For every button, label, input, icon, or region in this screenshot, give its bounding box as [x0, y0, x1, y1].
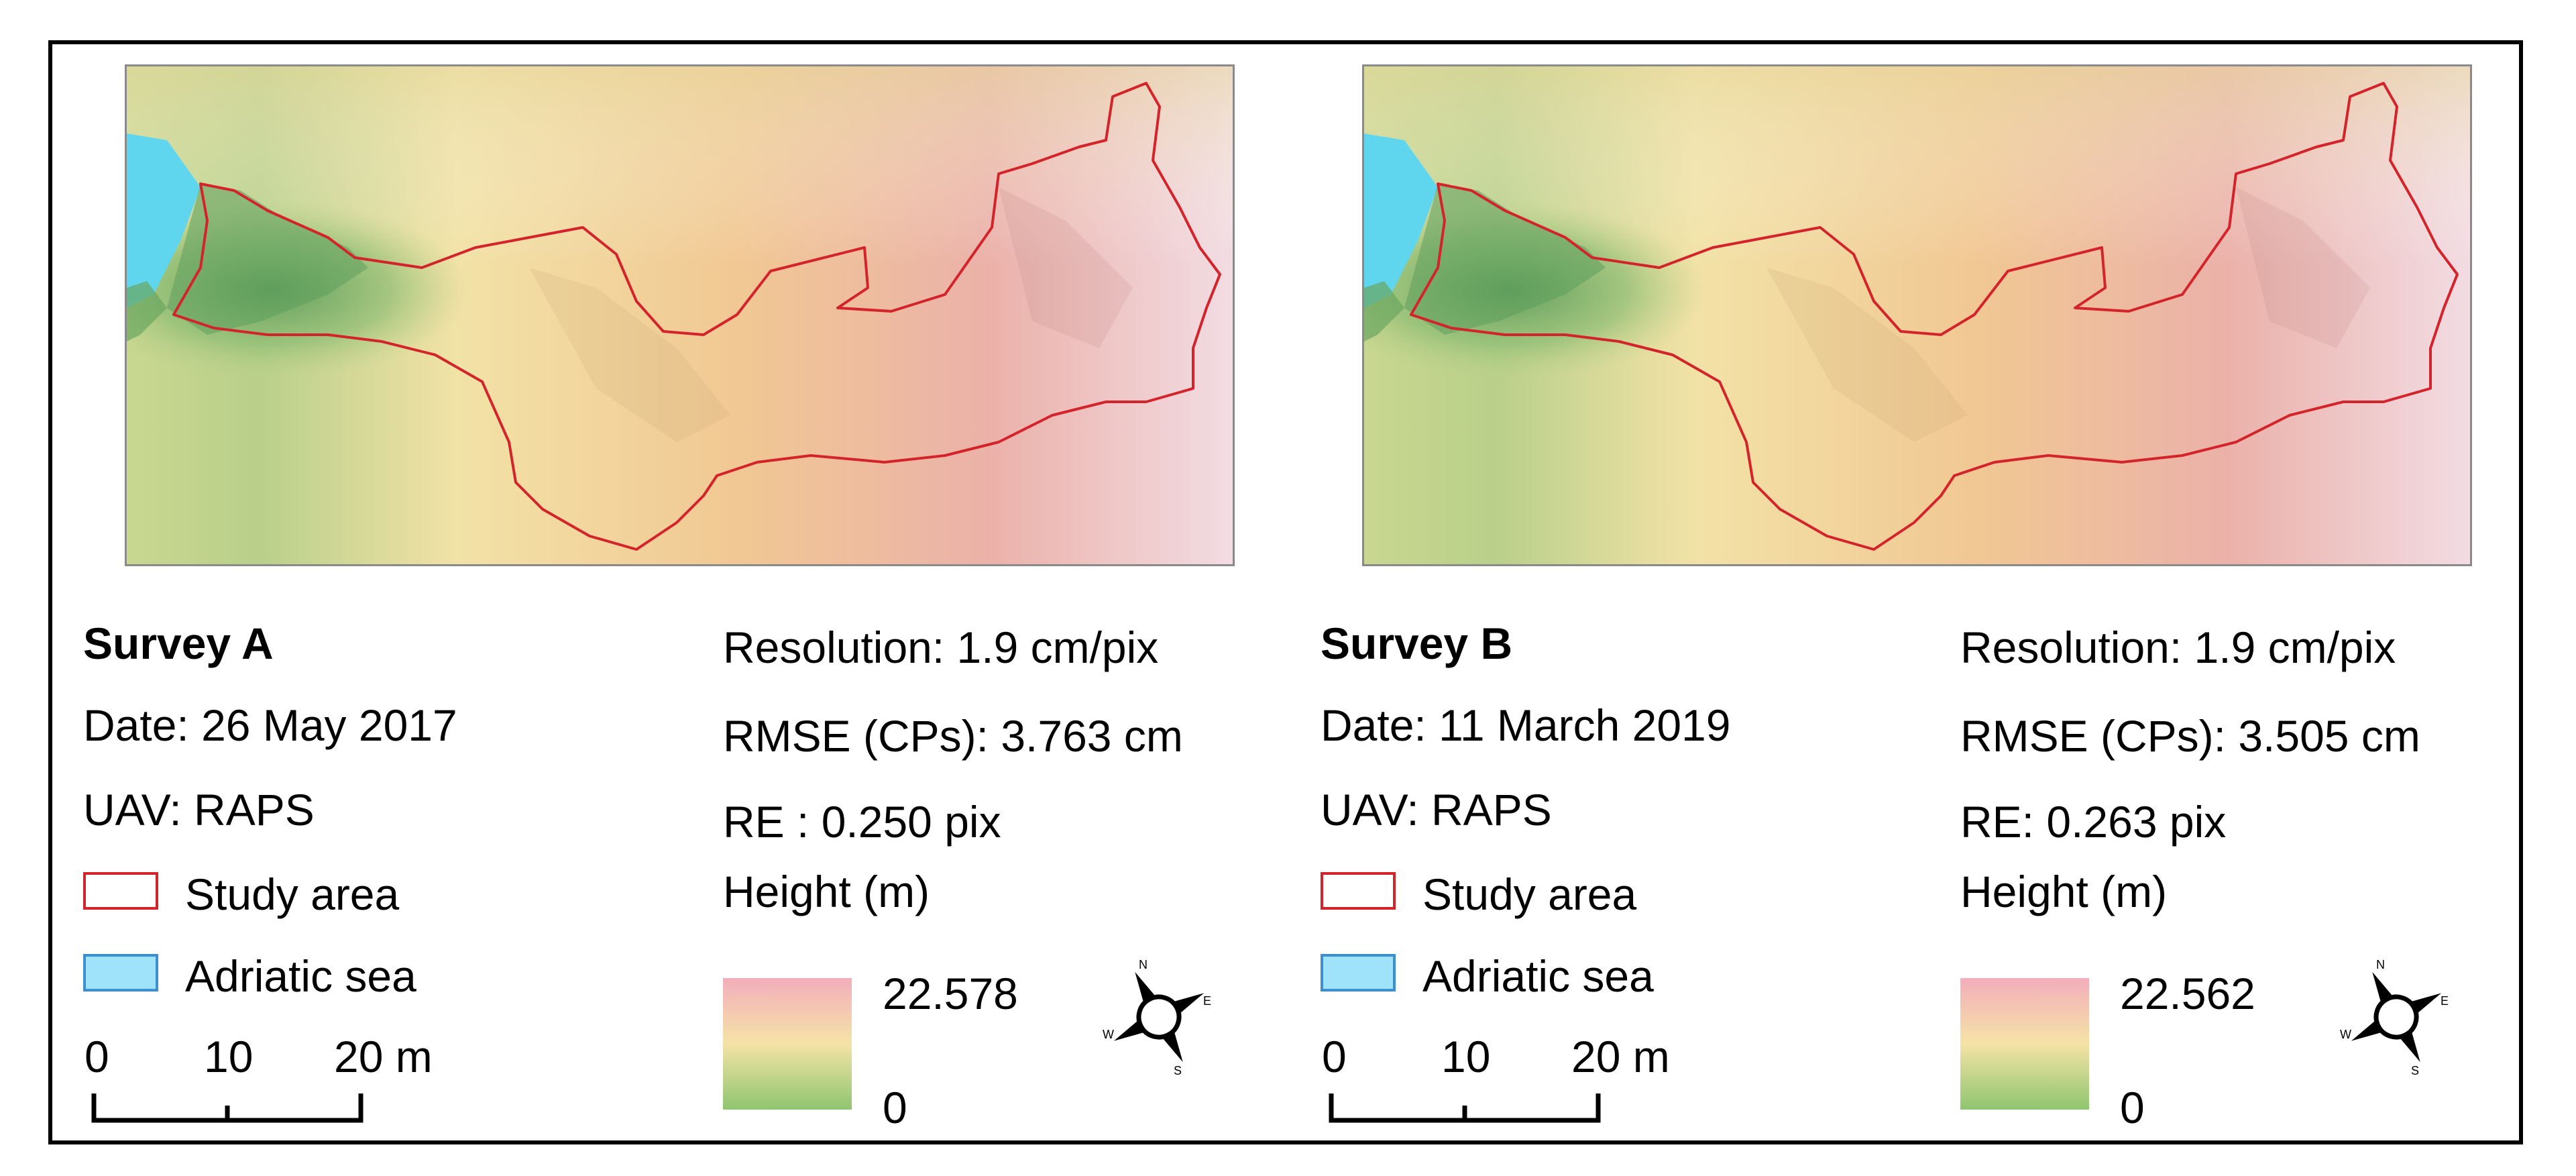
compass-rose-icon: N E S W — [1103, 958, 1211, 1077]
sea-legend-swatch — [83, 954, 158, 992]
sea-legend-label: Adriatic sea — [1422, 951, 1654, 1001]
height-min-label: 0 — [883, 1083, 907, 1132]
re-text: RE: 0.263 pix — [1960, 797, 2227, 847]
compass-s: S — [1174, 1064, 1182, 1077]
survey-b-dem-map — [1364, 66, 2470, 564]
survey-a-map — [125, 64, 1235, 566]
sea-legend-label: Adriatic sea — [185, 951, 416, 1001]
survey-b-map — [1362, 64, 2472, 566]
survey-a-dem-map — [127, 66, 1233, 564]
figure-frame: Survey A Date: 26 May 2017 UAV: RAPS Stu… — [48, 40, 2523, 1144]
scale-label-20: 20 m — [1571, 1032, 1670, 1081]
survey-b-panel: Survey B Date: 11 March 2019 UAV: RAPS S… — [1290, 44, 2527, 1144]
survey-title: Survey A — [83, 619, 274, 668]
compass-s: S — [2411, 1064, 2419, 1077]
study-area-outline — [1410, 82, 2459, 551]
compass-n: N — [2376, 958, 2385, 971]
re-text: RE : 0.250 pix — [723, 797, 1001, 847]
sea-legend-swatch — [1321, 954, 1396, 992]
survey-uav: UAV: RAPS — [83, 785, 315, 835]
rmse-text: RMSE (CPs): 3.763 cm — [723, 711, 1183, 761]
scale-bar — [1329, 1093, 1601, 1123]
study-area-legend-swatch — [1321, 872, 1396, 910]
study-area-outline — [172, 82, 1221, 551]
resolution-text: Resolution: 1.9 cm/pix — [723, 623, 1159, 672]
survey-a-panel: Survey A Date: 26 May 2017 UAV: RAPS Stu… — [52, 44, 1290, 1144]
resolution-text: Resolution: 1.9 cm/pix — [1960, 623, 2396, 672]
compass-n: N — [1139, 958, 1147, 971]
height-color-ramp — [1960, 978, 2089, 1110]
study-area-legend-swatch — [83, 872, 158, 910]
scale-label-0: 0 — [85, 1032, 109, 1081]
survey-date: Date: 26 May 2017 — [83, 700, 457, 750]
scale-label-10: 10 — [204, 1032, 254, 1081]
height-legend-title: Height (m) — [723, 867, 930, 916]
scale-bar — [91, 1093, 363, 1123]
scale-label-20: 20 m — [334, 1032, 433, 1081]
height-min-label: 0 — [2120, 1083, 2145, 1132]
study-area-legend-label: Study area — [185, 869, 400, 919]
compass-e: E — [2441, 994, 2449, 1008]
height-max-label: 22.578 — [883, 969, 1018, 1018]
survey-title: Survey B — [1321, 619, 1513, 668]
compass-rose-icon: N E S W — [2340, 958, 2449, 1077]
survey-uav: UAV: RAPS — [1321, 785, 1552, 835]
study-area-legend-label: Study area — [1422, 869, 1637, 919]
compass-w: W — [2340, 1028, 2351, 1041]
compass-w: W — [1103, 1028, 1114, 1041]
height-legend-title: Height (m) — [1960, 867, 2168, 916]
height-max-label: 22.562 — [2120, 969, 2255, 1018]
scale-label-0: 0 — [1322, 1032, 1347, 1081]
survey-date: Date: 11 March 2019 — [1321, 700, 1731, 750]
scale-label-10: 10 — [1441, 1032, 1491, 1081]
compass-e: E — [1203, 994, 1211, 1008]
rmse-text: RMSE (CPs): 3.505 cm — [1960, 711, 2420, 761]
height-color-ramp — [723, 978, 852, 1110]
